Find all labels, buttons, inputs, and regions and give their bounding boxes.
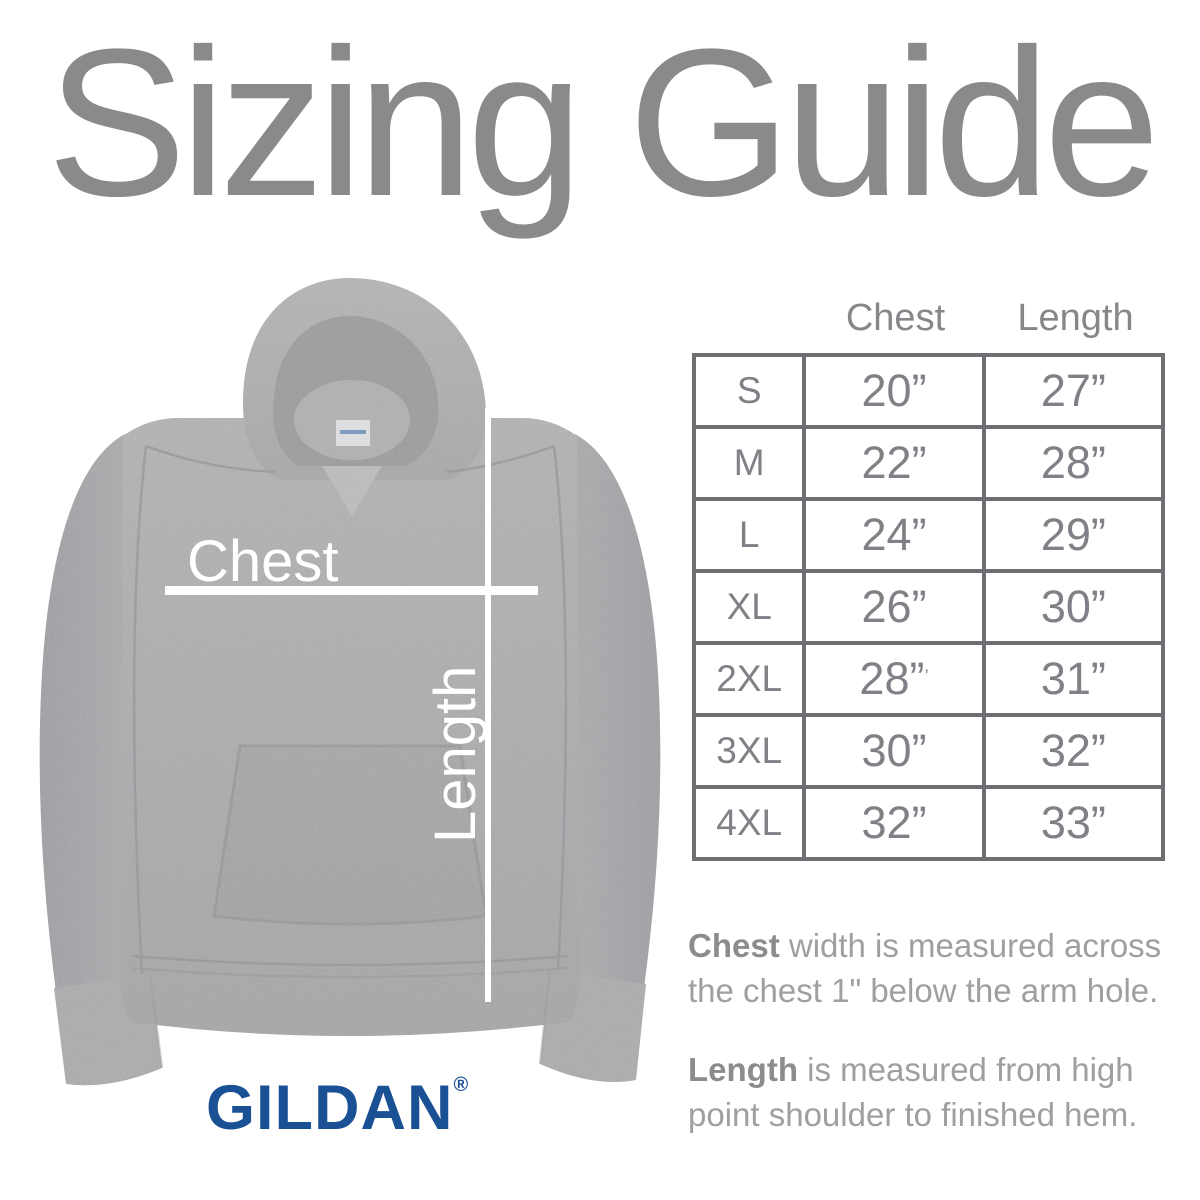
length-note-text: is measured from high point shoulder to …: [688, 1051, 1138, 1133]
chest-cell: 32”: [802, 785, 986, 861]
length-cell: 33”: [981, 785, 1166, 861]
size-row-s: S 20” 27”: [691, 353, 1166, 429]
chest-cell: 20”: [802, 353, 986, 429]
chest-cell: 24”: [802, 497, 986, 573]
column-header-chest: Chest: [845, 297, 946, 339]
registered-mark: ®: [453, 1074, 469, 1096]
size-cell: 4XL: [691, 785, 807, 861]
length-cell: 32”: [981, 713, 1166, 789]
size-row-xl: XL 26” 30”: [691, 569, 1166, 645]
size-cell: M: [691, 425, 807, 501]
length-measure-line: [485, 408, 491, 1002]
length-measure-label: Length: [423, 665, 488, 843]
heather-texture: [39, 278, 661, 1086]
length-cell: 29”: [981, 497, 1166, 573]
chest-note-term: Chest: [688, 927, 780, 964]
gildan-logo: GILDAN®: [206, 1075, 468, 1140]
length-note-term: Length: [688, 1051, 798, 1088]
chest-note-text: width is measured across the chest 1" be…: [688, 927, 1162, 1009]
column-header-length: Length: [1017, 297, 1134, 339]
length-cell: 30”: [981, 569, 1166, 645]
chest-measure-label: Chest: [187, 529, 339, 594]
stray-tick-mark: ’: [924, 666, 929, 688]
chest-cell: 22”: [802, 425, 986, 501]
size-row-4xl: 4XL 32” 33”: [691, 785, 1166, 861]
hoodie-illustration: [39, 278, 661, 1086]
size-row-3xl: 3XL 30” 32”: [691, 713, 1166, 789]
size-cell: XL: [691, 569, 807, 645]
chest-cell: 30”: [802, 713, 986, 789]
hoodie-image: [28, 268, 672, 1100]
size-table: S 20” 27” M 22” 28” L 24” 29” XL 26” 30”…: [691, 353, 1166, 861]
chest-note: Chest width is measured across the chest…: [688, 923, 1162, 1013]
size-cell: 2XL: [691, 641, 807, 717]
length-note: Length is measured from high point shoul…: [688, 1047, 1162, 1137]
size-row-2xl: 2XL 28”’ 31”: [691, 641, 1166, 717]
size-table-headers: Chest Length: [805, 296, 1165, 340]
size-cell: L: [691, 497, 807, 573]
length-cell: 28”: [981, 425, 1166, 501]
size-row-l: L 24” 29”: [691, 497, 1166, 573]
page-title: Sizing Guide: [46, 5, 1161, 240]
chest-cell: 26”: [802, 569, 986, 645]
gildan-wordmark: GILDAN: [206, 1073, 454, 1143]
size-row-m: M 22” 28”: [691, 425, 1166, 501]
size-cell: S: [691, 353, 807, 429]
length-cell: 31”: [981, 641, 1166, 717]
chest-cell: 28”’: [802, 641, 986, 717]
size-cell: 3XL: [691, 713, 807, 789]
chest-measure-line: [165, 586, 538, 595]
length-cell: 27”: [981, 353, 1166, 429]
